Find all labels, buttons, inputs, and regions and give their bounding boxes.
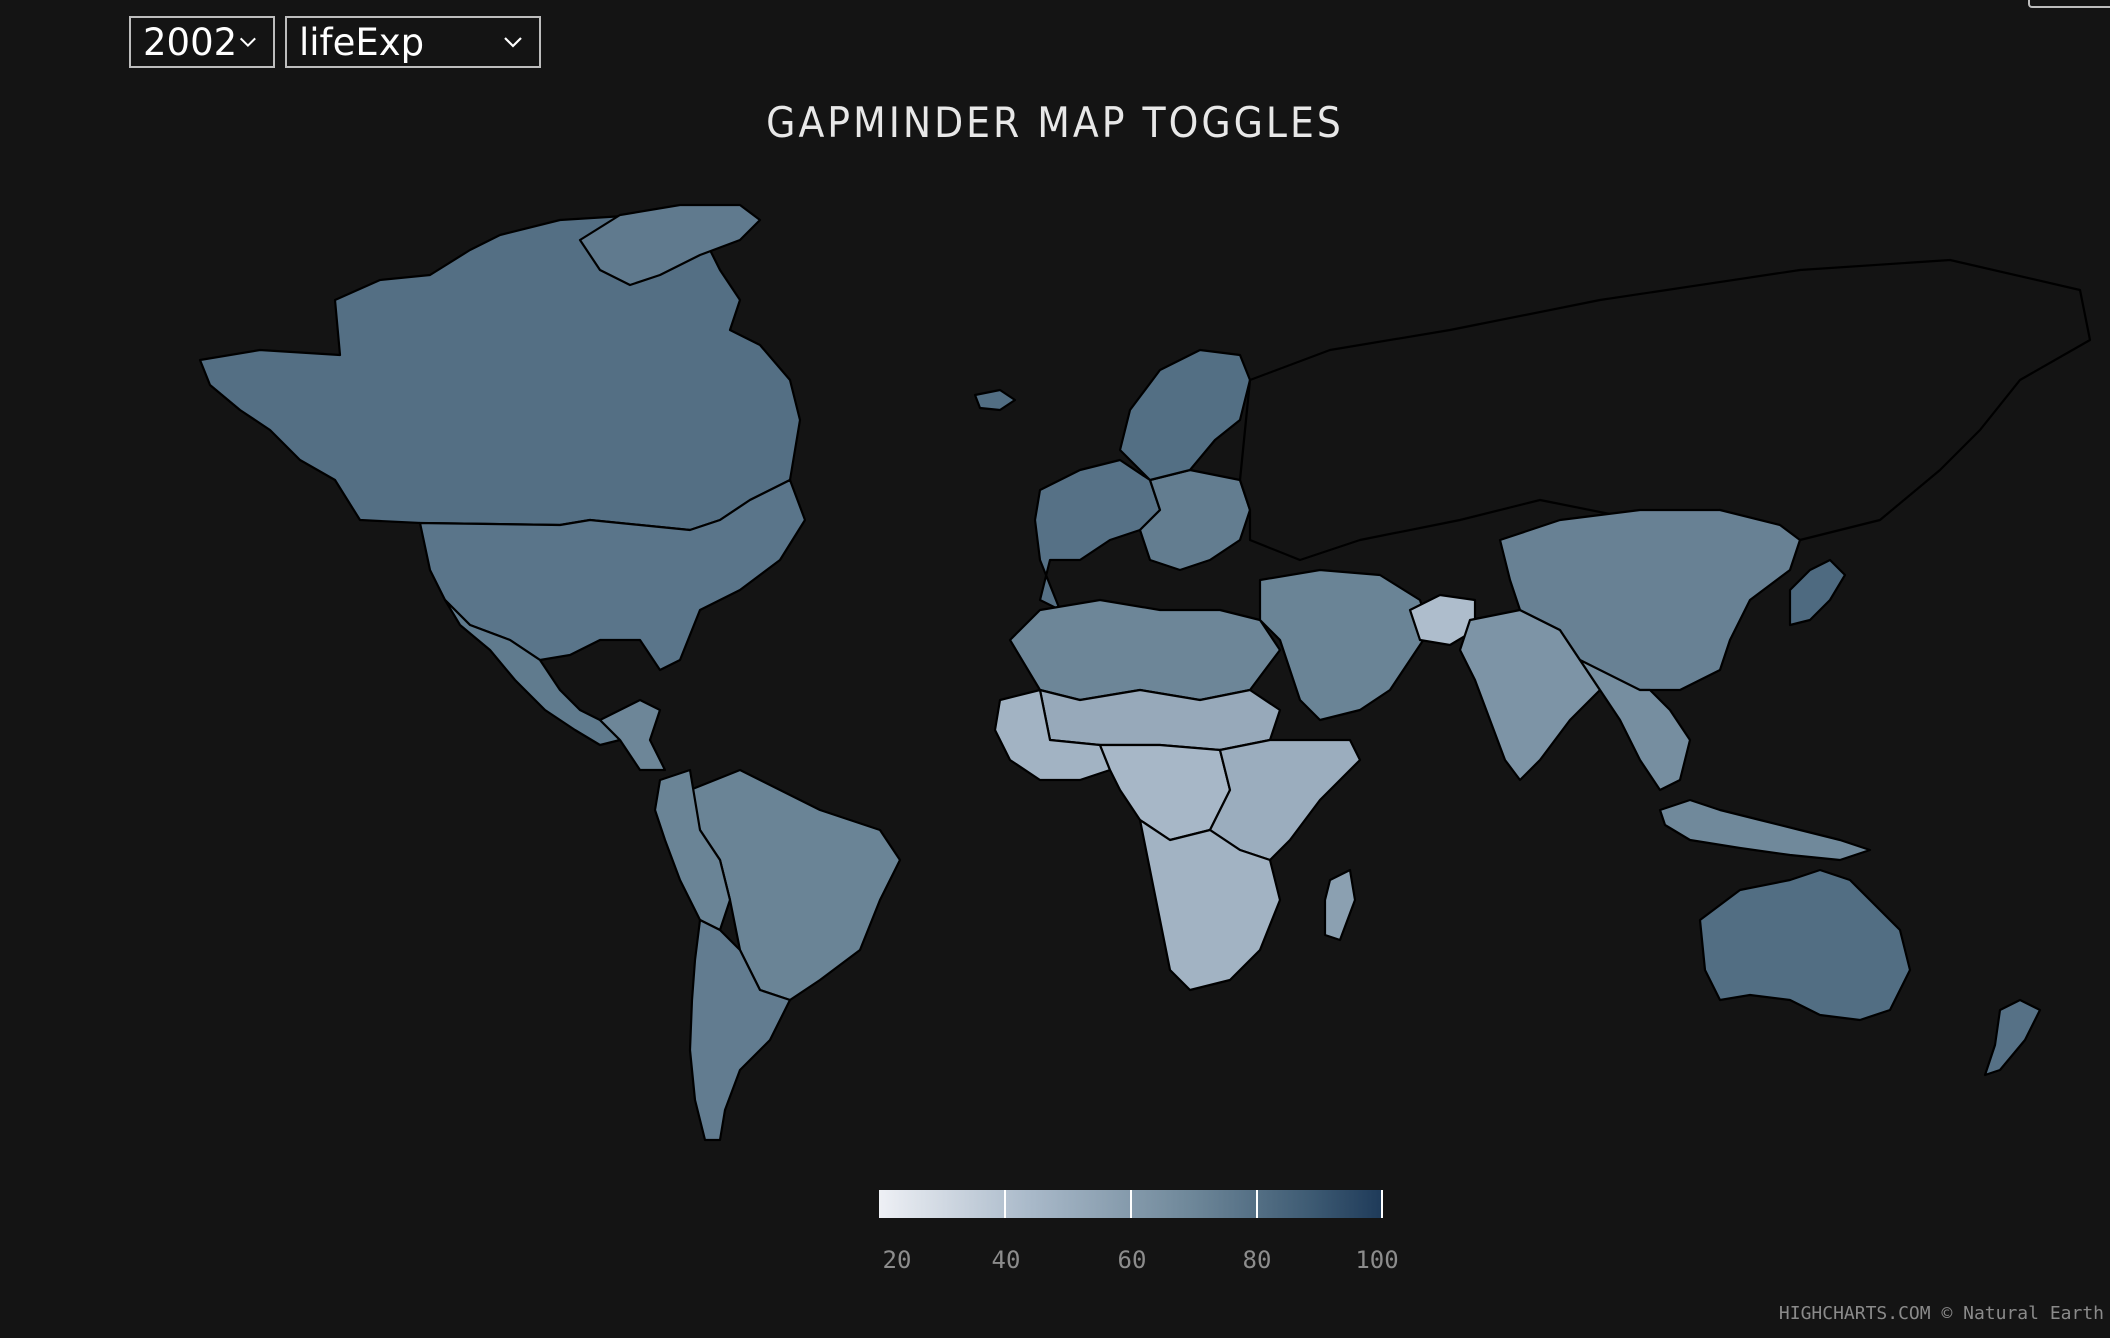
region-canada[interactable] xyxy=(198,213,802,532)
region-middle-east[interactable] xyxy=(1258,568,1432,722)
legend-label: 20 xyxy=(882,1246,912,1274)
legend-label: 40 xyxy=(991,1246,1021,1274)
legend-label: 100 xyxy=(1355,1246,1399,1274)
variable-select[interactable]: lifeExp xyxy=(285,16,541,68)
region-west-africa[interactable] xyxy=(993,688,1112,782)
legend-label: 80 xyxy=(1242,1246,1272,1274)
region-russia[interactable] xyxy=(1238,258,2092,562)
region-eastern-europe[interactable] xyxy=(1138,468,1252,572)
legend-tick xyxy=(1130,1190,1132,1218)
region-japan[interactable] xyxy=(1788,558,1847,627)
region-southeast-asia[interactable] xyxy=(1578,658,1692,792)
region-greenland[interactable] xyxy=(578,203,762,287)
region-argentina[interactable] xyxy=(688,918,792,1142)
legend-tick xyxy=(1381,1190,1383,1218)
region-central-america[interactable] xyxy=(598,698,667,772)
credits-link[interactable]: HIGHCHARTS.COM © Natural Earth xyxy=(1778,1303,2104,1324)
region-madagascar[interactable] xyxy=(1323,868,1357,942)
region-australia[interactable] xyxy=(1698,868,1912,1022)
region-scandinavia[interactable] xyxy=(1118,348,1252,482)
region-east-africa[interactable] xyxy=(1208,738,1362,862)
map-title: GAPMINDER MAP TOGGLES xyxy=(766,98,1344,147)
region-china[interactable] xyxy=(1498,508,1802,692)
chevron-down-icon xyxy=(240,37,257,48)
region-southern-africa[interactable] xyxy=(1138,818,1282,992)
year-select-value: 2002 xyxy=(143,20,238,64)
color-legend xyxy=(879,1190,1383,1218)
region-western-europe[interactable] xyxy=(1033,458,1162,612)
region-new-zealand[interactable] xyxy=(1983,998,2042,1077)
year-select[interactable]: 2002 xyxy=(129,16,275,68)
region-indonesia[interactable] xyxy=(1658,798,1872,862)
region-iceland[interactable] xyxy=(973,388,1017,412)
legend-label: 60 xyxy=(1117,1246,1147,1274)
controls: 2002 lifeExp xyxy=(129,16,541,68)
chevron-down-icon xyxy=(504,37,522,48)
legend-tick xyxy=(1256,1190,1258,1218)
legend-tick xyxy=(1004,1190,1006,1218)
variable-select-value: lifeExp xyxy=(299,20,425,64)
region-central-africa[interactable] xyxy=(1098,743,1232,842)
menu-button[interactable] xyxy=(2028,0,2110,8)
region-north-africa[interactable] xyxy=(1008,598,1282,702)
region-sahel[interactable] xyxy=(1038,688,1282,752)
